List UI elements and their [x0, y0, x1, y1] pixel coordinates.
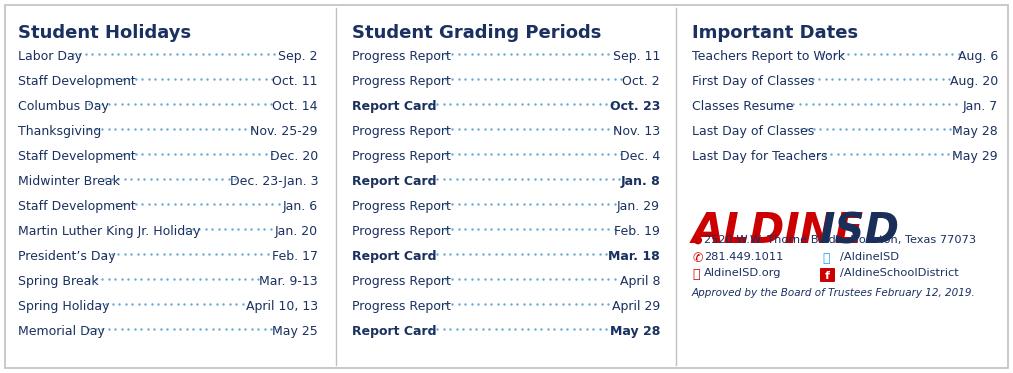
Text: Aug. 6: Aug. 6 [957, 50, 998, 63]
Text: 2520 W.W. Thorne Blvd. · Houston, Texas 77073: 2520 W.W. Thorne Blvd. · Houston, Texas … [704, 235, 977, 245]
Text: 🐦: 🐦 [822, 252, 830, 265]
Text: Memorial Day: Memorial Day [18, 325, 105, 338]
Text: Aug. 20: Aug. 20 [950, 75, 998, 88]
Text: Teachers Report to Work: Teachers Report to Work [692, 50, 845, 63]
Text: /AldineSchoolDistrict: /AldineSchoolDistrict [840, 268, 958, 278]
Text: Dec. 4: Dec. 4 [620, 150, 660, 163]
Text: Nov. 25-29: Nov. 25-29 [250, 125, 318, 138]
Text: Mar. 9-13: Mar. 9-13 [259, 275, 318, 288]
Text: Martin Luther King Jr. Holiday: Martin Luther King Jr. Holiday [18, 225, 201, 238]
Text: Progress Report: Progress Report [352, 75, 451, 88]
Text: Mar. 18: Mar. 18 [608, 250, 660, 263]
Text: Feb. 19: Feb. 19 [614, 225, 660, 238]
Text: April 8: April 8 [620, 275, 660, 288]
Text: Oct. 23: Oct. 23 [610, 100, 660, 113]
Text: Approved by the Board of Trustees February 12, 2019.: Approved by the Board of Trustees Februa… [692, 288, 976, 298]
Text: Spring Holiday: Spring Holiday [18, 300, 109, 313]
Text: Staff Development: Staff Development [18, 75, 136, 88]
Text: Jan. 20: Jan. 20 [275, 225, 318, 238]
Text: AldineISD.org: AldineISD.org [704, 268, 781, 278]
Text: Progress Report: Progress Report [352, 225, 451, 238]
Text: Labor Day: Labor Day [18, 50, 82, 63]
Text: Progress Report: Progress Report [352, 50, 451, 63]
Text: Jan. 29: Jan. 29 [617, 200, 660, 213]
Text: Nov. 13: Nov. 13 [613, 125, 660, 138]
Text: Last Day of Classes: Last Day of Classes [692, 125, 814, 138]
Text: May 28: May 28 [610, 325, 660, 338]
Text: First Day of Classes: First Day of Classes [692, 75, 814, 88]
Text: May 29: May 29 [952, 150, 998, 163]
Text: April 29: April 29 [612, 300, 660, 313]
Text: May 25: May 25 [272, 325, 318, 338]
Text: Progress Report: Progress Report [352, 300, 451, 313]
Text: April 10, 13: April 10, 13 [246, 300, 318, 313]
Text: ⌖: ⌖ [692, 268, 700, 281]
Text: Last Day for Teachers: Last Day for Teachers [692, 150, 828, 163]
Text: Classes Resume: Classes Resume [692, 100, 793, 113]
Text: Progress Report: Progress Report [352, 150, 451, 163]
Text: ✆: ✆ [692, 252, 702, 265]
Text: President’s Day: President’s Day [18, 250, 115, 263]
Text: Sep. 11: Sep. 11 [613, 50, 660, 63]
Text: Progress Report: Progress Report [352, 200, 451, 213]
Text: Oct. 2: Oct. 2 [622, 75, 660, 88]
Text: ISD: ISD [819, 210, 899, 252]
Text: Report Card: Report Card [352, 325, 437, 338]
Text: Important Dates: Important Dates [692, 24, 858, 42]
Text: Jan. 6: Jan. 6 [283, 200, 318, 213]
Text: Oct. 11: Oct. 11 [272, 75, 318, 88]
Text: Progress Report: Progress Report [352, 275, 451, 288]
Text: Spring Break: Spring Break [18, 275, 98, 288]
Text: Sep. 2: Sep. 2 [279, 50, 318, 63]
Text: Report Card: Report Card [352, 100, 437, 113]
FancyBboxPatch shape [820, 268, 835, 282]
Text: Progress Report: Progress Report [352, 125, 451, 138]
Text: Feb. 17: Feb. 17 [272, 250, 318, 263]
Text: May 28: May 28 [952, 125, 998, 138]
Text: Jan. 7: Jan. 7 [962, 100, 998, 113]
Text: 281.449.1011: 281.449.1011 [704, 252, 783, 262]
Text: ●: ● [692, 235, 702, 245]
Text: f: f [825, 271, 830, 281]
Text: Midwinter Break: Midwinter Break [18, 175, 120, 188]
Text: Student Holidays: Student Holidays [18, 24, 191, 42]
Text: Report Card: Report Card [352, 175, 437, 188]
Text: Student Grading Periods: Student Grading Periods [352, 24, 602, 42]
Text: Jan. 8: Jan. 8 [620, 175, 660, 188]
Text: Oct. 14: Oct. 14 [272, 100, 318, 113]
Text: Staff Development: Staff Development [18, 200, 136, 213]
Text: Report Card: Report Card [352, 250, 437, 263]
Text: Columbus Day: Columbus Day [18, 100, 108, 113]
Text: /AldineISD: /AldineISD [840, 252, 899, 262]
Text: Thanksgiving: Thanksgiving [18, 125, 101, 138]
Text: ALDINE: ALDINE [692, 210, 864, 252]
Text: Staff Development: Staff Development [18, 150, 136, 163]
Text: Dec. 20: Dec. 20 [269, 150, 318, 163]
Text: Dec. 23-Jan. 3: Dec. 23-Jan. 3 [230, 175, 318, 188]
